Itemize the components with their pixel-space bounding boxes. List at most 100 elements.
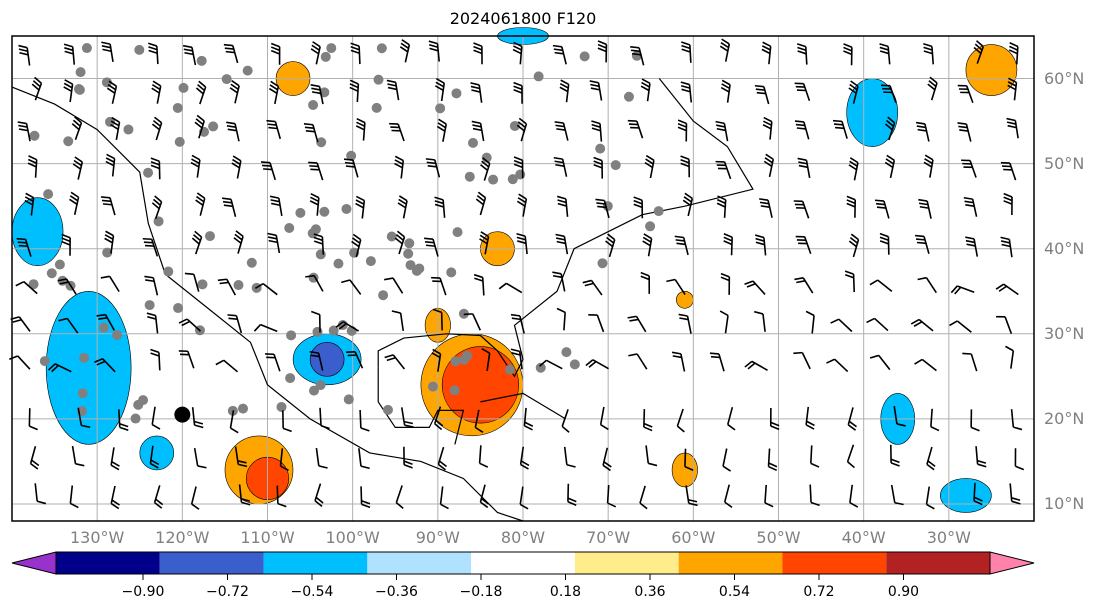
wind-barb: [970, 409, 980, 432]
colorbar-tick-label: −0.54: [290, 584, 334, 600]
wind-barb: [523, 407, 534, 431]
station-dot: [242, 65, 253, 76]
wind-barb: [744, 280, 766, 295]
wind-barb: [754, 310, 766, 332]
wind-barb: [315, 447, 328, 469]
wind-barb: [1014, 448, 1025, 471]
lon-label: 70°W: [586, 528, 631, 547]
colorbar-segment: [159, 552, 264, 574]
wind-barb: [805, 406, 815, 430]
wind-barb: [101, 41, 114, 63]
colorbar-tick-label: 0.36: [634, 584, 666, 600]
wind-barb: [796, 43, 808, 65]
wind-barb: [973, 482, 983, 506]
station-dot: [451, 88, 462, 99]
wind-barb: [436, 118, 448, 142]
wind-barb: [639, 485, 648, 510]
station-dot: [316, 137, 327, 148]
station-dot: [623, 91, 634, 102]
wind-barb: [190, 486, 200, 510]
wind-barb: [627, 119, 644, 139]
wind-barb: [795, 235, 812, 255]
wind-barb: [498, 282, 523, 294]
wind-barb: [893, 406, 906, 427]
wind-barb: [513, 156, 524, 179]
station-dot: [172, 102, 183, 113]
wind-barb: [914, 358, 937, 372]
anomaly-region: [441, 346, 519, 424]
colorbar-frame: [55, 551, 991, 575]
map-title: 2024061800 F120: [449, 9, 597, 28]
wind-barb: [585, 359, 609, 370]
wind-barb: [643, 409, 653, 432]
wind-barb: [10, 316, 31, 332]
wind-barb: [478, 445, 489, 468]
colorbar-segment: [574, 552, 679, 574]
wind-barb: [513, 81, 523, 104]
lon-label: 110°W: [240, 528, 295, 547]
wind-barb: [593, 156, 604, 179]
station-dot: [403, 248, 414, 259]
wind-barb: [15, 280, 38, 295]
wind-barb: [516, 233, 528, 255]
wind-barb: [195, 192, 206, 216]
station-dot: [43, 189, 54, 200]
wind-barb: [719, 310, 729, 334]
wind-barb: [716, 195, 727, 218]
lon-label: 60°W: [671, 528, 716, 547]
wind-barb: [723, 484, 733, 508]
wind-barb: [797, 157, 811, 179]
wind-barb: [512, 41, 523, 65]
wind-barb: [234, 446, 248, 468]
wind-barb: [709, 352, 725, 372]
wind-barb: [846, 444, 855, 469]
wind-barb: [630, 45, 645, 66]
wind-barb: [588, 314, 605, 333]
wind-barb: [389, 122, 405, 142]
station-dot: [221, 74, 232, 85]
wind-barb: [105, 153, 116, 177]
wind-barb: [715, 120, 729, 142]
wind-barb: [1007, 77, 1018, 101]
coastlines: [11, 78, 754, 522]
wind-barb: [463, 313, 482, 331]
station-dot: [285, 373, 296, 384]
wind-barb: [965, 236, 979, 257]
wind-barb: [47, 363, 72, 373]
colorbar-tick-label: 0.90: [887, 584, 920, 600]
wind-barb: [556, 195, 569, 217]
wind-barb: [1010, 409, 1023, 431]
wind-barb: [194, 114, 205, 139]
wind-barb: [238, 484, 251, 506]
wind-barb: [303, 123, 319, 143]
station-dot: [105, 116, 116, 127]
colorbar-tick-label: −0.36: [375, 584, 418, 600]
wind-barb: [794, 82, 811, 101]
station-dot: [75, 67, 86, 78]
wind-barb: [309, 193, 320, 216]
wind-barb: [118, 409, 129, 431]
lon-label: 130°W: [69, 528, 125, 547]
wind-barb: [567, 483, 577, 506]
wind-barb: [226, 121, 240, 142]
wind-barb: [880, 84, 897, 103]
wind-barb: [642, 233, 653, 257]
wind-barb: [394, 230, 406, 255]
colorbar-segment: [782, 552, 887, 574]
station-dot: [467, 137, 478, 148]
colorbar-tick-label: 0.18: [549, 584, 582, 600]
anomaly-region: [940, 478, 992, 513]
wind-barb: [957, 84, 974, 104]
wind-barb: [178, 350, 195, 369]
wind-barb: [843, 43, 853, 66]
wind-barb: [110, 447, 120, 471]
wind-barb: [178, 318, 202, 332]
colorbar: [11, 551, 1035, 580]
colorbar-tick-label: 0.72: [803, 584, 835, 600]
station-dot: [77, 388, 88, 399]
station-dot: [535, 362, 546, 373]
station-dot: [312, 326, 323, 337]
wind-barb: [597, 40, 608, 63]
station-dot: [315, 249, 326, 260]
station-dot: [98, 322, 109, 333]
